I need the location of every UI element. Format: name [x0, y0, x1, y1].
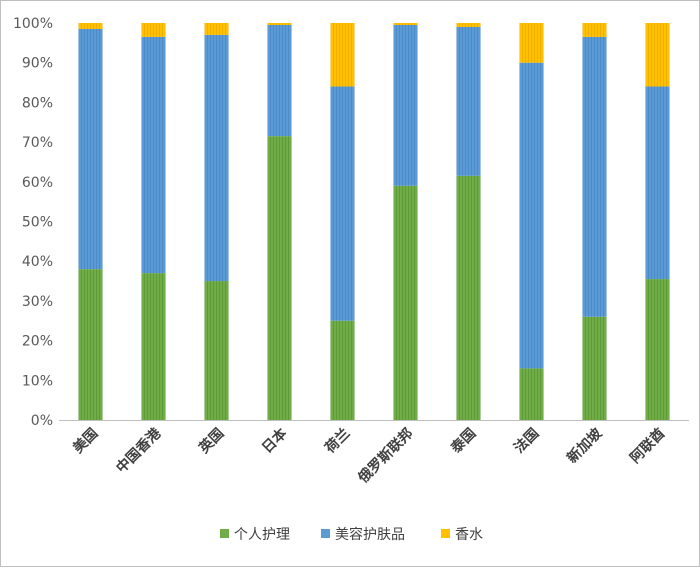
bar-segment: [582, 23, 607, 37]
legend-label: 香水: [455, 527, 483, 543]
legend-label: 美容护肤品: [335, 526, 405, 543]
x-category-label: 法国: [511, 425, 543, 457]
x-axis-labels: 美国 中国香港 英国 日本 荷兰 俄罗斯联邦 泰国 法国 新加坡 阿联酋: [70, 424, 669, 487]
bar-segment: [645, 86, 670, 280]
bar-segment: [141, 36, 166, 274]
x-category-label: 泰国: [447, 425, 480, 458]
bar-segment: [582, 316, 607, 420]
bar-segment: [519, 62, 544, 369]
y-tick-label: 10%: [22, 373, 53, 389]
y-tick-label: 90%: [22, 56, 53, 72]
y-tick-label: 80%: [22, 95, 53, 111]
legend: 个人护理 美容护肤品 香水: [220, 526, 483, 543]
bar-segment: [330, 86, 355, 321]
bar-segment: [456, 26, 481, 176]
y-tick-label: 100%: [13, 16, 53, 32]
bars: [78, 23, 670, 420]
x-category-label: 阿联酋: [627, 425, 669, 467]
bar-segment: [645, 23, 670, 87]
bar-segment: [267, 24, 292, 137]
bar-segment: [519, 368, 544, 420]
y-tick-label: 50%: [22, 215, 53, 231]
y-tick-label: 70%: [22, 135, 53, 151]
bar-segment: [456, 175, 481, 420]
bar-segment: [141, 273, 166, 420]
legend-swatch: [321, 529, 330, 538]
bar-segment: [330, 23, 355, 87]
x-category-label: 英国: [195, 425, 228, 458]
bar-segment: [78, 269, 103, 420]
x-category-label: 美国: [70, 425, 102, 457]
bar-segment: [393, 24, 418, 186]
y-tick-label: 40%: [22, 254, 53, 270]
x-category-label: 荷兰: [321, 425, 354, 458]
y-tick-label: 0%: [31, 413, 53, 429]
x-category-label: 新加坡: [564, 424, 606, 466]
y-tick-label: 60%: [22, 175, 53, 191]
bar-segment: [456, 23, 481, 27]
bar-segment: [204, 34, 229, 282]
bar-segment: [141, 23, 166, 37]
bar-segment: [393, 185, 418, 420]
bar-segment: [78, 23, 103, 29]
x-category-label: 中国香港: [113, 424, 165, 476]
bar-segment: [645, 279, 670, 420]
bar-segment: [519, 23, 544, 63]
bar-segment: [204, 281, 229, 420]
y-axis: 0% 10% 20% 30% 40% 50% 60% 70% 80% 90% 100%: [13, 16, 53, 429]
legend-swatch: [220, 529, 229, 538]
bar-segment: [78, 28, 103, 270]
bar-segment: [582, 36, 607, 317]
x-category-label: 俄罗斯联邦: [354, 425, 416, 487]
y-tick-label: 20%: [22, 334, 53, 350]
bar-segment: [330, 320, 355, 420]
legend-swatch: [441, 529, 450, 538]
x-category-label: 日本: [259, 424, 292, 457]
bar-segment: [267, 23, 292, 25]
legend-label: 个人护理: [234, 527, 290, 543]
y-tick-label: 30%: [22, 294, 53, 310]
bar-segment: [393, 23, 418, 25]
bar-segment: [267, 136, 292, 420]
bar-segment: [204, 23, 229, 35]
